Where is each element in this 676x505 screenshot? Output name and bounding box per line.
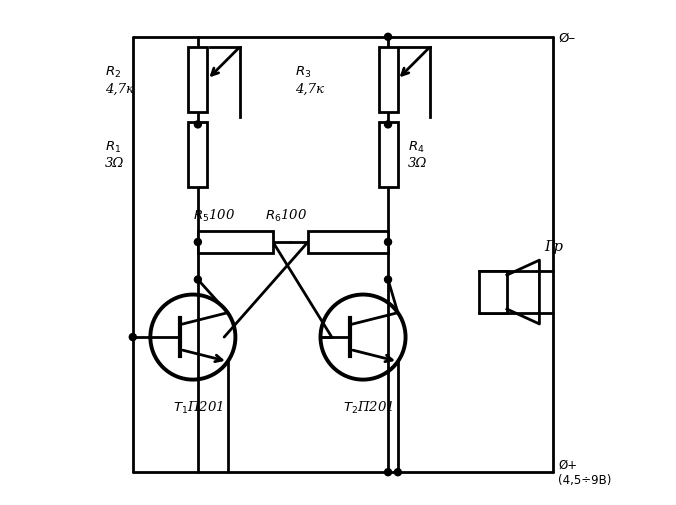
Text: $R_1$
3Ω: $R_1$ 3Ω [105, 140, 124, 170]
Text: Ø+
(4,5÷9В): Ø+ (4,5÷9В) [558, 459, 612, 486]
Circle shape [385, 469, 391, 476]
Text: Ø–: Ø– [558, 31, 575, 44]
Text: $R_2$
4,7к: $R_2$ 4,7к [105, 65, 134, 95]
Text: $R_3$
4,7к: $R_3$ 4,7к [295, 65, 324, 95]
Circle shape [394, 469, 402, 476]
Circle shape [385, 122, 391, 129]
Text: $R_6$100: $R_6$100 [266, 207, 308, 223]
Bar [198, 231, 273, 254]
Circle shape [385, 34, 391, 41]
Bar [189, 123, 208, 187]
Bar [379, 48, 397, 113]
Circle shape [129, 334, 137, 341]
Bar [308, 231, 388, 254]
Circle shape [195, 122, 201, 129]
Text: Гр: Гр [544, 239, 563, 253]
Bar [479, 271, 507, 314]
Bar [379, 123, 397, 187]
Bar [189, 48, 208, 113]
Circle shape [385, 276, 391, 283]
Text: $R_4$
3Ω: $R_4$ 3Ω [408, 140, 427, 170]
Circle shape [195, 239, 201, 246]
Text: $R_5$100: $R_5$100 [193, 207, 235, 223]
Text: $T_1$П201: $T_1$П201 [173, 399, 224, 416]
Circle shape [195, 276, 201, 283]
Circle shape [385, 239, 391, 246]
Text: $T_2$П201: $T_2$П201 [343, 399, 393, 416]
